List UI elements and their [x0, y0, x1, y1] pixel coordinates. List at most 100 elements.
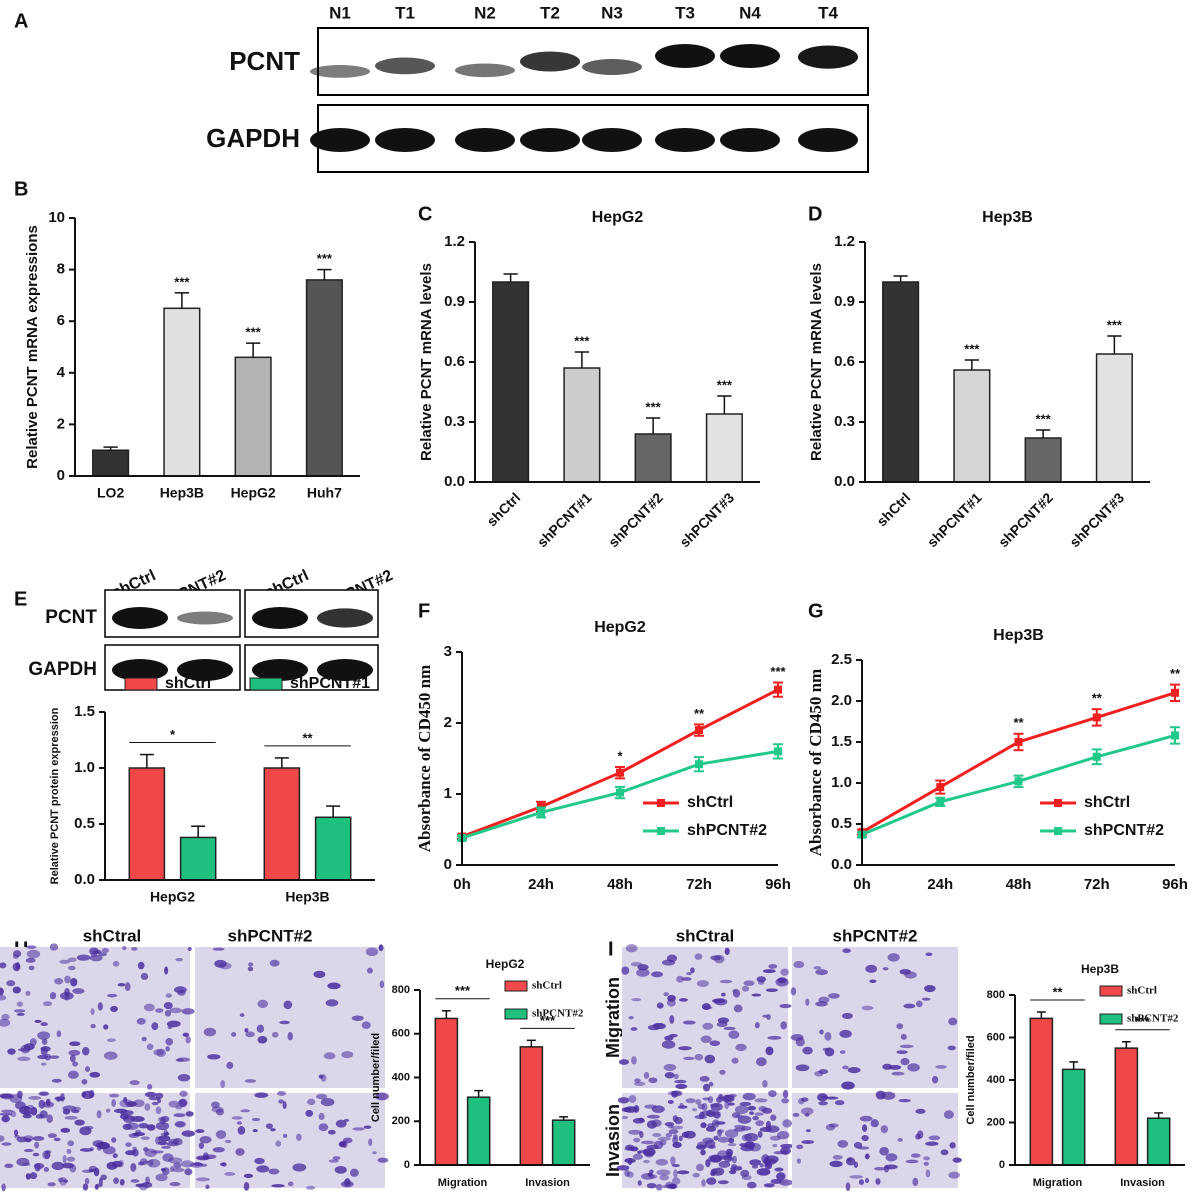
y-tick-label: 600 [392, 1028, 410, 1040]
stained-cell [14, 1134, 20, 1139]
x-tick-label: 96h [765, 876, 791, 893]
stained-cell [278, 1099, 284, 1104]
stained-cell [224, 1139, 232, 1144]
blot-band [177, 659, 233, 681]
stained-cell [366, 967, 373, 974]
stained-cell [709, 1154, 722, 1163]
stained-cell [172, 1167, 185, 1173]
marker [616, 788, 624, 797]
stained-cell [140, 1136, 150, 1140]
stained-cell [28, 1096, 42, 1100]
y-axis-label: Relative PCNT mRNA levels [808, 263, 825, 461]
stained-cell [759, 1126, 773, 1132]
stained-cell [125, 1150, 136, 1156]
stained-cell [1, 1142, 12, 1146]
y-tick-label: 0 [444, 856, 452, 873]
stained-cell [700, 1122, 707, 1129]
stained-cell [755, 1120, 765, 1127]
y-tick-label: 0.9 [834, 293, 855, 310]
stained-cell [637, 1150, 642, 1154]
stained-cell [624, 1158, 636, 1164]
blot-row-label: GAPDH [28, 659, 97, 680]
stained-cell [667, 1090, 682, 1096]
blot-band [112, 607, 168, 629]
stained-cell [283, 1133, 288, 1138]
stained-cell [89, 947, 99, 955]
x-tick-label: Invasion [525, 1177, 570, 1189]
stained-cell [663, 992, 669, 997]
stained-cell [122, 1123, 132, 1130]
lane-label: T4 [818, 3, 838, 22]
stained-cell [754, 1021, 760, 1029]
bar [434, 1017, 459, 1166]
stained-cell [735, 1043, 747, 1052]
stained-cell [802, 1046, 813, 1055]
stained-cell [59, 1176, 68, 1186]
stained-cell [98, 952, 107, 957]
stained-cell [762, 1014, 769, 1018]
stained-cell [904, 971, 917, 979]
stained-cell [153, 1049, 165, 1056]
legend-label: shCtrl [1127, 985, 1157, 997]
marker [695, 726, 703, 735]
stained-cell [340, 1180, 354, 1188]
y-tick-label: 0.0 [444, 473, 465, 490]
stained-cell [739, 1143, 747, 1147]
x-tick-label: 72h [686, 876, 712, 893]
y-tick-label: 0 [57, 467, 65, 484]
stained-cell [832, 1154, 843, 1160]
legend-label: shCtrl [165, 675, 211, 692]
stained-cell [74, 1119, 85, 1126]
legend-label: shPCNT#2 [532, 1008, 584, 1020]
bar [882, 281, 920, 483]
y-axis-label: Relative PCNT mRNA levels [418, 263, 435, 461]
stained-cell [361, 1021, 371, 1029]
y-tick-label: 4 [57, 364, 66, 381]
y-tick-label: 2.5 [831, 651, 852, 668]
marker [936, 797, 945, 806]
stained-cell [663, 1063, 677, 1072]
stained-cell [710, 955, 722, 961]
stained-cell [160, 1168, 166, 1172]
stained-cell [780, 1021, 787, 1030]
bar [551, 1119, 576, 1166]
stained-cell [928, 1135, 941, 1141]
stained-cell [129, 1080, 140, 1086]
stained-cell [257, 999, 269, 1009]
stained-cell [700, 1035, 712, 1043]
x-tick-label: shCtrl [873, 489, 913, 529]
stained-cell [639, 1130, 644, 1139]
panel-label: D [808, 203, 822, 225]
stained-cell [219, 962, 232, 970]
stained-cell [907, 1063, 920, 1072]
stained-cell [667, 1183, 678, 1190]
stained-cell [130, 1179, 140, 1183]
stained-cell [119, 1099, 134, 1108]
stained-cell [743, 980, 755, 986]
stained-cell [633, 1081, 646, 1086]
blot-band [310, 128, 370, 152]
stained-cell [630, 961, 643, 967]
row-label: Invasion [603, 1104, 623, 1177]
stained-cell [621, 1115, 629, 1120]
stained-cell [733, 1004, 743, 1013]
stained-cell [251, 1117, 261, 1122]
stained-cell [727, 1102, 735, 1106]
stained-cell [63, 1179, 69, 1183]
stained-cell [256, 1165, 270, 1173]
stained-cell [744, 1132, 759, 1142]
stained-cell [837, 1140, 849, 1148]
stained-cell [814, 1070, 824, 1077]
stained-cell [947, 1045, 956, 1051]
stained-cell [923, 1156, 930, 1161]
blot-band [455, 128, 515, 152]
stained-cell [200, 1163, 208, 1167]
stained-cell [82, 1046, 90, 1056]
bar [92, 449, 130, 477]
bar [1024, 437, 1062, 483]
bar [305, 279, 343, 477]
stained-cell [69, 1041, 81, 1047]
stained-cell [931, 1075, 939, 1084]
stained-cell [782, 1089, 789, 1099]
stained-cell [765, 1046, 774, 1056]
